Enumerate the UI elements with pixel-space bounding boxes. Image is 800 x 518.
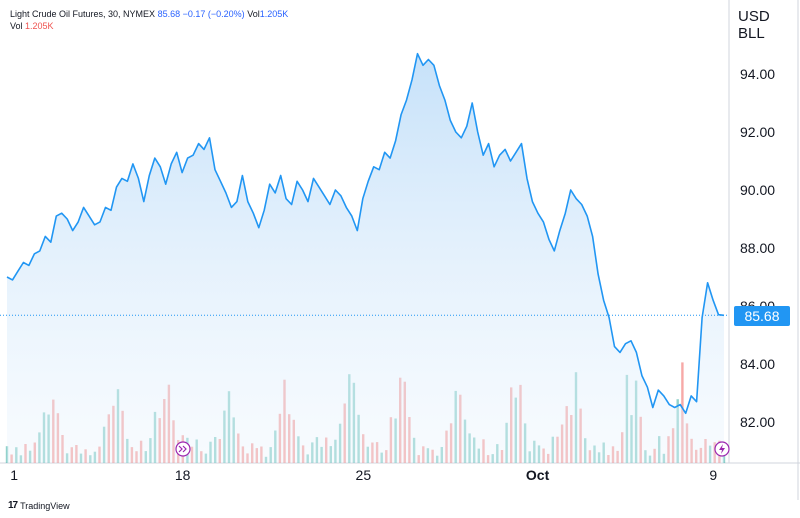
vol2-label: Vol [10, 21, 23, 31]
price-tick-label: 84.00 [740, 356, 775, 372]
tradingview-logo: 17 [8, 500, 18, 511]
time-tick-label: 18 [175, 467, 191, 483]
last-price-tag: 85.68 [734, 306, 790, 326]
price-change: −0.17 (−0.20%) [182, 9, 245, 19]
price-tick-label: 92.00 [740, 124, 775, 140]
fast-forward-icon[interactable] [175, 441, 191, 457]
brand-name: TradingView [20, 500, 70, 511]
unit-line-2: BLL [738, 25, 765, 42]
price-tick-label: 90.00 [740, 182, 775, 198]
chart-legend: Light Crude Oil Futures, 30, NYMEX 85.68… [10, 8, 288, 20]
symbol-name: Light Crude Oil Futures, 30, NYMEX [10, 9, 156, 19]
vol-value: 1.205K [259, 9, 289, 19]
price-tick-label: 82.00 [740, 414, 775, 430]
time-tick-label: 1 [10, 467, 18, 483]
price-tick-label: 88.00 [740, 240, 775, 256]
vol2-value: 1.205K [25, 21, 54, 31]
price-line [6, 52, 725, 415]
vol-label: Vol [247, 9, 260, 19]
time-tick-label: 9 [709, 467, 717, 483]
unit-line-1: USD [738, 8, 770, 25]
time-axis-labels: 1 18 25 Oct 9 [10, 467, 717, 483]
lightning-icon[interactable] [714, 441, 730, 457]
tradingview-brand[interactable]: 17 TradingView [8, 500, 70, 511]
time-tick-label: Oct [526, 467, 550, 483]
volume-legend: Vol 1.205K [10, 21, 54, 31]
price-area-fill [7, 53, 724, 463]
time-tick-label: 25 [356, 467, 372, 483]
last-value: 85.68 [157, 9, 181, 19]
currency-unit[interactable]: USD BLL [738, 8, 770, 42]
price-tick-label: 94.00 [740, 66, 775, 82]
